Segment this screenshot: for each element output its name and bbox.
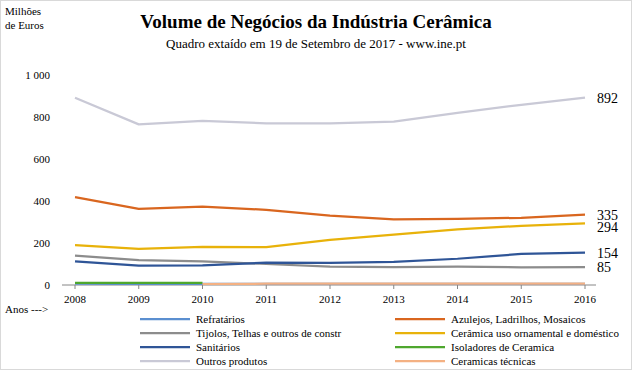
x-tick-label: 2014 bbox=[447, 293, 470, 305]
y-axis-label: Milhões de Euros bbox=[5, 5, 44, 31]
y-tick-label: 0 bbox=[45, 279, 51, 291]
legend-swatch bbox=[395, 318, 445, 320]
x-tick-label: 2009 bbox=[128, 293, 151, 305]
x-tick bbox=[202, 285, 203, 289]
x-tick bbox=[585, 285, 586, 289]
legend-swatch bbox=[395, 360, 445, 362]
legend-label: Outros produtos bbox=[196, 355, 267, 367]
x-axis bbox=[62, 285, 596, 286]
legend: Refratários Azulejos, Ladrilhos, Mosaicos… bbox=[140, 313, 619, 367]
legend-swatch bbox=[140, 346, 190, 348]
x-tick-label: 2012 bbox=[319, 293, 341, 305]
legend-label: Refratários bbox=[196, 313, 245, 325]
legend-swatch bbox=[140, 332, 190, 334]
x-tick bbox=[393, 285, 394, 289]
data-label: 85 bbox=[597, 260, 611, 275]
legend-label: Isoladores de Ceramica bbox=[451, 341, 554, 353]
series-line bbox=[75, 223, 585, 249]
x-tick-label: 2010 bbox=[192, 293, 215, 305]
title: Volume de Negócios da Indústria Cerâmica bbox=[140, 11, 492, 32]
x-tick bbox=[75, 285, 76, 289]
legend-label: Sanitários bbox=[196, 341, 240, 353]
y-tick-label: 200 bbox=[34, 237, 51, 249]
x-tick-label: 2016 bbox=[574, 293, 597, 305]
data-label: 892 bbox=[597, 91, 618, 106]
series-line bbox=[75, 283, 585, 285]
legend-label: Azulejos, Ladrilhos, Mosaicos bbox=[451, 313, 585, 325]
series-line bbox=[75, 253, 585, 266]
x-axis-label: Anos ---> bbox=[5, 303, 48, 315]
data-label: 154 bbox=[597, 246, 618, 261]
legend-swatch bbox=[395, 332, 445, 334]
y-tick-label: 600 bbox=[34, 153, 51, 165]
chart-frame bbox=[1, 1, 632, 370]
x-tick bbox=[266, 285, 267, 289]
series-line bbox=[75, 98, 585, 125]
legend-label: Tijolos, Telhas e outros de constr bbox=[196, 327, 342, 339]
legend-swatch bbox=[140, 360, 190, 362]
y-axis bbox=[62, 75, 63, 285]
x-tick bbox=[521, 285, 522, 289]
y-tick-label: 800 bbox=[34, 111, 51, 123]
x-tick-label: 2011 bbox=[255, 293, 277, 305]
series-line bbox=[203, 282, 586, 285]
x-tick-label: 2013 bbox=[383, 293, 406, 305]
data-label: 294 bbox=[597, 220, 618, 235]
x-tick bbox=[457, 285, 458, 289]
series-line bbox=[75, 197, 585, 219]
y-axis-label-line: Milhões bbox=[5, 5, 41, 17]
series-group bbox=[75, 98, 585, 284]
subtitle: Quadro extaído em 19 de Setembro de 2017… bbox=[166, 36, 466, 51]
legend-label: Cerâmica uso ornamental e doméstico bbox=[451, 327, 619, 339]
legend-swatch bbox=[395, 346, 445, 348]
x-tick bbox=[330, 285, 331, 289]
chart: Volume de Negócios da Indústria Cerâmica… bbox=[0, 0, 632, 370]
y-axis-label-line: de Euros bbox=[5, 19, 44, 31]
x-tick-label: 2008 bbox=[64, 293, 87, 305]
y-tick-label: 400 bbox=[34, 195, 51, 207]
legend-swatch bbox=[140, 318, 190, 320]
legend-label: Ceramicas técnicas bbox=[451, 355, 536, 367]
y-tick-label: 1 000 bbox=[25, 69, 50, 81]
x-tick bbox=[138, 285, 139, 289]
series-line bbox=[75, 282, 203, 284]
x-tick-label: 2015 bbox=[510, 293, 533, 305]
